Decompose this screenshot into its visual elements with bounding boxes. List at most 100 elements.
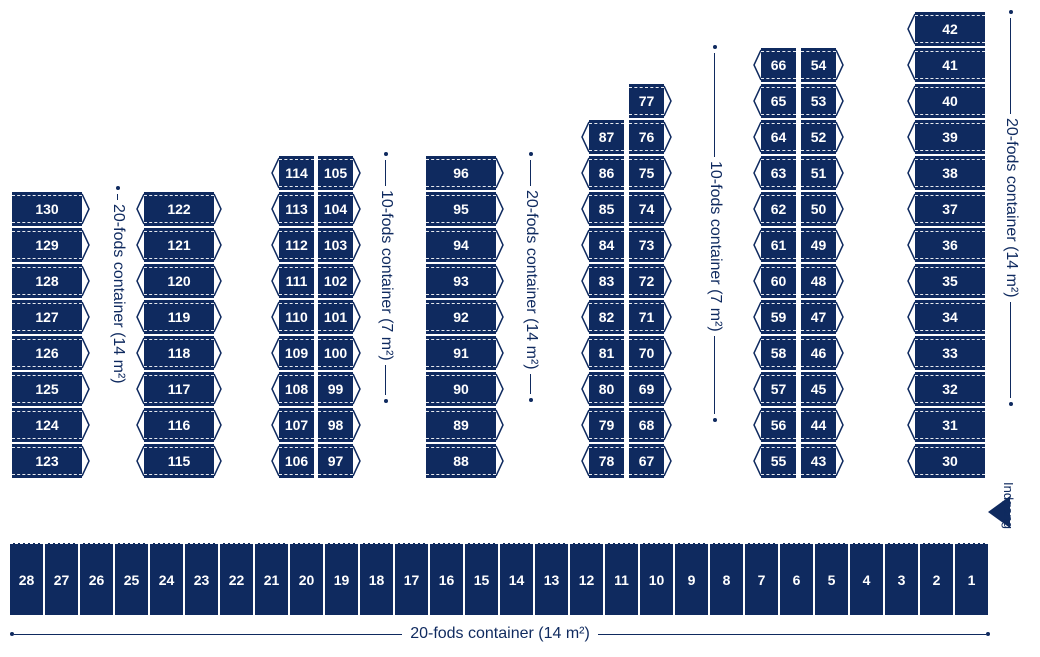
storage-unit-86[interactable]: 86 [589,156,624,190]
storage-unit-37[interactable]: 37 [915,192,985,226]
storage-unit-49[interactable]: 49 [801,228,836,262]
storage-unit-67[interactable]: 67 [629,444,664,478]
storage-unit-89[interactable]: 89 [426,408,496,442]
storage-unit-5[interactable]: 5 [815,543,848,615]
storage-unit-13[interactable]: 13 [535,543,568,615]
storage-unit-91[interactable]: 91 [426,336,496,370]
storage-unit-42[interactable]: 42 [915,12,985,46]
storage-unit-26[interactable]: 26 [80,543,113,615]
storage-unit-82[interactable]: 82 [589,300,624,334]
storage-unit-16[interactable]: 16 [430,543,463,615]
storage-unit-79[interactable]: 79 [589,408,624,442]
storage-unit-15[interactable]: 15 [465,543,498,615]
storage-unit-43[interactable]: 43 [801,444,836,478]
storage-unit-69[interactable]: 69 [629,372,664,406]
storage-unit-111[interactable]: 111 [279,264,314,298]
storage-unit-53[interactable]: 53 [801,84,836,118]
storage-unit-109[interactable]: 109 [279,336,314,370]
storage-unit-40[interactable]: 40 [915,84,985,118]
storage-unit-102[interactable]: 102 [318,264,353,298]
storage-unit-50[interactable]: 50 [801,192,836,226]
storage-unit-83[interactable]: 83 [589,264,624,298]
storage-unit-6[interactable]: 6 [780,543,813,615]
storage-unit-66[interactable]: 66 [761,48,796,82]
storage-unit-127[interactable]: 127 [12,300,82,334]
storage-unit-100[interactable]: 100 [318,336,353,370]
storage-unit-31[interactable]: 31 [915,408,985,442]
storage-unit-106[interactable]: 106 [279,444,314,478]
storage-unit-129[interactable]: 129 [12,228,82,262]
storage-unit-87[interactable]: 87 [589,120,624,154]
storage-unit-24[interactable]: 24 [150,543,183,615]
storage-unit-56[interactable]: 56 [761,408,796,442]
storage-unit-65[interactable]: 65 [761,84,796,118]
storage-unit-120[interactable]: 120 [144,264,214,298]
storage-unit-117[interactable]: 117 [144,372,214,406]
storage-unit-76[interactable]: 76 [629,120,664,154]
storage-unit-121[interactable]: 121 [144,228,214,262]
storage-unit-108[interactable]: 108 [279,372,314,406]
storage-unit-59[interactable]: 59 [761,300,796,334]
storage-unit-130[interactable]: 130 [12,192,82,226]
storage-unit-55[interactable]: 55 [761,444,796,478]
storage-unit-60[interactable]: 60 [761,264,796,298]
storage-unit-46[interactable]: 46 [801,336,836,370]
storage-unit-93[interactable]: 93 [426,264,496,298]
storage-unit-35[interactable]: 35 [915,264,985,298]
storage-unit-71[interactable]: 71 [629,300,664,334]
storage-unit-34[interactable]: 34 [915,300,985,334]
storage-unit-92[interactable]: 92 [426,300,496,334]
storage-unit-75[interactable]: 75 [629,156,664,190]
storage-unit-19[interactable]: 19 [325,543,358,615]
storage-unit-51[interactable]: 51 [801,156,836,190]
storage-unit-28[interactable]: 28 [10,543,43,615]
storage-unit-57[interactable]: 57 [761,372,796,406]
storage-unit-123[interactable]: 123 [12,444,82,478]
storage-unit-52[interactable]: 52 [801,120,836,154]
storage-unit-58[interactable]: 58 [761,336,796,370]
storage-unit-122[interactable]: 122 [144,192,214,226]
storage-unit-21[interactable]: 21 [255,543,288,615]
storage-unit-116[interactable]: 116 [144,408,214,442]
storage-unit-97[interactable]: 97 [318,444,353,478]
storage-unit-62[interactable]: 62 [761,192,796,226]
storage-unit-101[interactable]: 101 [318,300,353,334]
storage-unit-95[interactable]: 95 [426,192,496,226]
storage-unit-22[interactable]: 22 [220,543,253,615]
storage-unit-88[interactable]: 88 [426,444,496,478]
storage-unit-63[interactable]: 63 [761,156,796,190]
storage-unit-84[interactable]: 84 [589,228,624,262]
storage-unit-3[interactable]: 3 [885,543,918,615]
storage-unit-73[interactable]: 73 [629,228,664,262]
storage-unit-17[interactable]: 17 [395,543,428,615]
storage-unit-2[interactable]: 2 [920,543,953,615]
storage-unit-61[interactable]: 61 [761,228,796,262]
storage-unit-115[interactable]: 115 [144,444,214,478]
storage-unit-36[interactable]: 36 [915,228,985,262]
storage-unit-12[interactable]: 12 [570,543,603,615]
storage-unit-41[interactable]: 41 [915,48,985,82]
storage-unit-107[interactable]: 107 [279,408,314,442]
storage-unit-119[interactable]: 119 [144,300,214,334]
storage-unit-11[interactable]: 11 [605,543,638,615]
storage-unit-27[interactable]: 27 [45,543,78,615]
storage-unit-110[interactable]: 110 [279,300,314,334]
storage-unit-8[interactable]: 8 [710,543,743,615]
storage-unit-20[interactable]: 20 [290,543,323,615]
storage-unit-78[interactable]: 78 [589,444,624,478]
storage-unit-9[interactable]: 9 [675,543,708,615]
storage-unit-25[interactable]: 25 [115,543,148,615]
storage-unit-94[interactable]: 94 [426,228,496,262]
storage-unit-32[interactable]: 32 [915,372,985,406]
storage-unit-23[interactable]: 23 [185,543,218,615]
storage-unit-7[interactable]: 7 [745,543,778,615]
storage-unit-70[interactable]: 70 [629,336,664,370]
storage-unit-128[interactable]: 128 [12,264,82,298]
storage-unit-105[interactable]: 105 [318,156,353,190]
storage-unit-33[interactable]: 33 [915,336,985,370]
storage-unit-90[interactable]: 90 [426,372,496,406]
storage-unit-114[interactable]: 114 [279,156,314,190]
storage-unit-64[interactable]: 64 [761,120,796,154]
storage-unit-44[interactable]: 44 [801,408,836,442]
storage-unit-81[interactable]: 81 [589,336,624,370]
